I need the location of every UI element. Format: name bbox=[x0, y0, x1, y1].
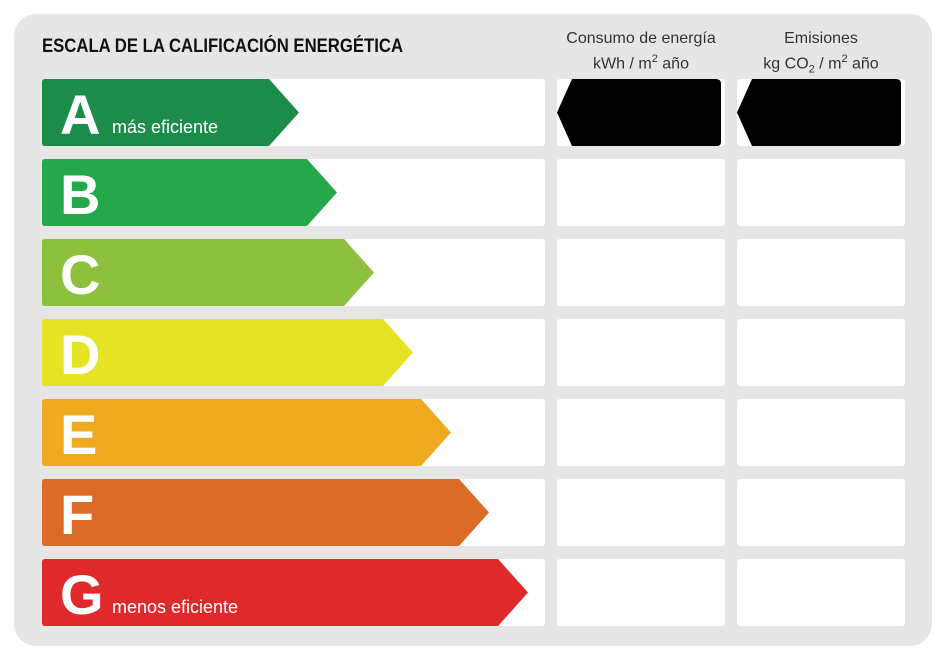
consumo-cell-b bbox=[557, 159, 725, 226]
rating-row-b: B bbox=[42, 159, 545, 226]
rating-letter: E bbox=[60, 403, 98, 466]
consumo-header-title: Consumo de energía bbox=[566, 30, 716, 47]
rating-arrow-d bbox=[42, 319, 413, 386]
emisiones-cell-g bbox=[737, 559, 905, 626]
rating-letter: G bbox=[60, 563, 104, 626]
emisiones-cell-e bbox=[737, 399, 905, 466]
consumo-header: Consumo de energía kWh / m2 año bbox=[556, 28, 726, 74]
emisiones-indicator-arrow bbox=[737, 79, 901, 146]
consumo-cell-a bbox=[557, 79, 725, 146]
rating-arrow-e bbox=[42, 399, 451, 466]
consumo-cell-c bbox=[557, 239, 725, 306]
rating-row-c: C bbox=[42, 239, 545, 306]
rating-letter: B bbox=[60, 163, 101, 226]
consumo-cell-e bbox=[557, 399, 725, 466]
rating-arrow-g bbox=[42, 559, 528, 626]
emisiones-cell-d bbox=[737, 319, 905, 386]
consumo-indicator-arrow bbox=[557, 79, 721, 146]
rating-arrow-b bbox=[42, 159, 337, 226]
rating-row-e: E bbox=[42, 399, 545, 466]
rating-row-d: D bbox=[42, 319, 545, 386]
emisiones-cell-b bbox=[737, 159, 905, 226]
rating-caption: más eficiente bbox=[112, 117, 219, 137]
label-title: ESCALA DE LA CALIFICACIÓN ENERGÉTICA bbox=[42, 36, 404, 57]
emisiones-header-unit: kg CO2 / m2 año bbox=[763, 53, 879, 76]
rating-arrow-a bbox=[42, 79, 299, 146]
emisiones-cell-a bbox=[737, 79, 905, 146]
emisiones-header: Emisiones kg CO2 / m2 año bbox=[736, 28, 906, 81]
emisiones-cell-c bbox=[737, 239, 905, 306]
consumo-cell-f bbox=[557, 479, 725, 546]
rating-letter: C bbox=[60, 243, 101, 306]
rating-arrow-c bbox=[42, 239, 374, 306]
rating-letter: F bbox=[60, 483, 95, 546]
emisiones-cell-f bbox=[737, 479, 905, 546]
consumo-cell-d bbox=[557, 319, 725, 386]
rating-caption: menos eficiente bbox=[112, 597, 239, 617]
consumo-cell-g bbox=[557, 559, 725, 626]
rating-row-f: F bbox=[42, 479, 545, 546]
rating-letter: D bbox=[60, 323, 101, 386]
rating-arrow-f bbox=[42, 479, 489, 546]
emisiones-header-title: Emisiones bbox=[784, 30, 858, 47]
consumo-header-unit: kWh / m2 año bbox=[593, 53, 689, 73]
rating-row-g: G menos eficiente bbox=[42, 559, 545, 626]
rating-row-a: A más eficiente bbox=[42, 79, 545, 146]
rating-letter: A bbox=[60, 83, 101, 146]
